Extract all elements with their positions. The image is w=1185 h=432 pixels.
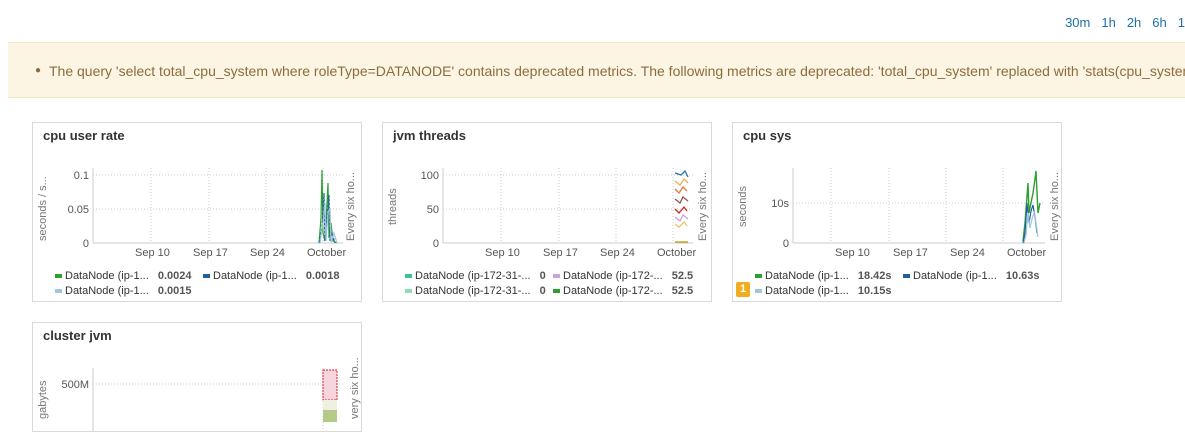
legend-value: 0 [539, 285, 546, 297]
y-tick-label: 0 [433, 238, 439, 250]
legend-name: DataNode (ip-1... [65, 285, 149, 297]
legend-value: 0 [539, 270, 546, 282]
swatch [553, 274, 560, 279]
warning-message: The query 'select total_cpu_system where… [49, 63, 1185, 79]
y-tick-label: 0 [83, 238, 89, 250]
y-tick-label: 50 [427, 204, 439, 216]
swatch [405, 289, 412, 294]
y-tick-label: 500M [61, 379, 89, 391]
x-tick-label: October [657, 247, 696, 259]
legend-value: 0.0015 [157, 285, 192, 297]
x-tick-label: Sep 17 [543, 247, 578, 259]
x-tick-label: Sep 10 [135, 247, 170, 259]
range-6h[interactable]: 6h [1152, 15, 1167, 30]
x-tick-label: Sep 24 [950, 247, 985, 259]
legend-item[interactable]: DataNode (ip-1... 10.15s [755, 285, 891, 297]
legend-item[interactable]: DataNode (ip-1... 0.0018 [203, 270, 339, 282]
series-cluster [674, 169, 689, 243]
panel-title: cluster jvm [43, 328, 112, 343]
series-area [323, 410, 337, 422]
legend-item[interactable]: DataNode (ip-1... 0.0015 [55, 285, 191, 297]
legend-item[interactable]: DataNode (ip-172-31-... 0 [405, 270, 546, 282]
legend-name: DataNode (ip-1... [213, 270, 297, 282]
x-tick-label: Sep 17 [193, 247, 228, 259]
legend-item[interactable]: DataNode (ip-172-... 52.5 [553, 270, 693, 282]
legend-item[interactable]: DataNode (ip-172-31-... 0 [405, 285, 546, 297]
legend-value: 0.0024 [157, 270, 192, 282]
legend-value: 0.0018 [305, 270, 340, 282]
chart-plot: 0.1 0.05 0 Sep 10 Sep 17 Sep 24 October [68, 168, 346, 259]
chart-panel-cluster-jvm[interactable]: cluster jvm gabytes very six ho... 500M [32, 322, 362, 432]
chart-plot: 100 50 0 Sep 10 Sep 17 Sep 24 October [421, 168, 696, 259]
legend-name: DataNode (ip-172-31-... [415, 270, 531, 282]
legend-item[interactable]: DataNode (ip-1... 18.42s [755, 270, 891, 282]
chart-plot: 10s 0 Sep 10 Sep 17 Sep 24 October [771, 168, 1046, 259]
swatch [55, 289, 62, 294]
deprecation-warning: ● The query 'select total_cpu_system whe… [8, 42, 1185, 98]
chart-panel-cpu-user-rate[interactable]: cpu user rate seconds / s... Every six h… [32, 122, 362, 302]
chart-panel-jvm-threads[interactable]: jvm threads threads Every six ho... 100 … [382, 122, 712, 302]
swatch [55, 274, 62, 279]
legend-name: DataNode (ip-172-... [563, 270, 663, 282]
legend-item[interactable]: DataNode (ip-172-... 52.5 [553, 285, 693, 297]
series-line [1023, 210, 1039, 244]
x-tick-label: October [307, 247, 346, 259]
range-2h[interactable]: 2h [1126, 15, 1142, 30]
legend-name: DataNode (ip-172-... [563, 285, 663, 297]
y-tick-label: 0.05 [68, 204, 89, 216]
swatch [903, 274, 910, 279]
range-1h[interactable]: 1h [1101, 15, 1116, 30]
range-1-truncated[interactable]: 1 [1177, 15, 1185, 30]
swatch [755, 289, 762, 294]
legend-value: 52.5 [671, 270, 694, 282]
swatch [553, 289, 560, 294]
legend-name: DataNode (ip-1... [765, 285, 849, 297]
series-area [323, 400, 337, 410]
x-tick-label: Sep 17 [893, 247, 928, 259]
swatch [203, 274, 210, 279]
legend-value: 10.15s [857, 285, 892, 297]
x-tick-label: Sep 10 [835, 247, 870, 259]
x-tick-label: Sep 10 [485, 247, 520, 259]
y-tick-label: 100 [421, 170, 439, 182]
series-area [322, 369, 338, 401]
time-range-selector: 30m 1h 2h 6h 1 [1054, 14, 1185, 32]
panel-title: cpu sys [743, 128, 792, 143]
x-tick-label: Sep 24 [600, 247, 635, 259]
panel-title: jvm threads [393, 128, 466, 143]
legend-item[interactable]: DataNode (ip-1... 0.0024 [55, 270, 191, 282]
legend-item[interactable]: DataNode (ip-1... 10.63s [903, 270, 1039, 282]
legend-value: 18.42s [857, 270, 892, 282]
y-tick-label: 0.1 [74, 170, 89, 182]
notification-badge[interactable]: 1 [736, 282, 750, 297]
x-tick-label: October [1007, 247, 1046, 259]
legend-name: DataNode (ip-1... [65, 270, 149, 282]
x-tick-label: Sep 24 [250, 247, 285, 259]
chart-panel-cpu-sys[interactable]: cpu sys seconds Every six ho... 10s 0 Se… [732, 122, 1062, 302]
swatch [755, 274, 762, 279]
series-line [318, 169, 338, 244]
range-30m[interactable]: 30m [1065, 15, 1091, 30]
legend-name: DataNode (ip-1... [913, 270, 997, 282]
chart-plot: 500M [61, 368, 343, 431]
legend-value: 10.63s [1005, 270, 1040, 282]
y-tick-label: 10s [771, 198, 789, 210]
y-tick-label: 0 [783, 238, 789, 250]
bullet-icon: ● [35, 65, 42, 76]
swatch [405, 274, 412, 279]
panel-title: cpu user rate [43, 128, 125, 143]
legend-name: DataNode (ip-172-31-... [415, 285, 531, 297]
series-line [319, 202, 338, 244]
legend-name: DataNode (ip-1... [765, 270, 849, 282]
legend-value: 52.5 [671, 285, 694, 297]
